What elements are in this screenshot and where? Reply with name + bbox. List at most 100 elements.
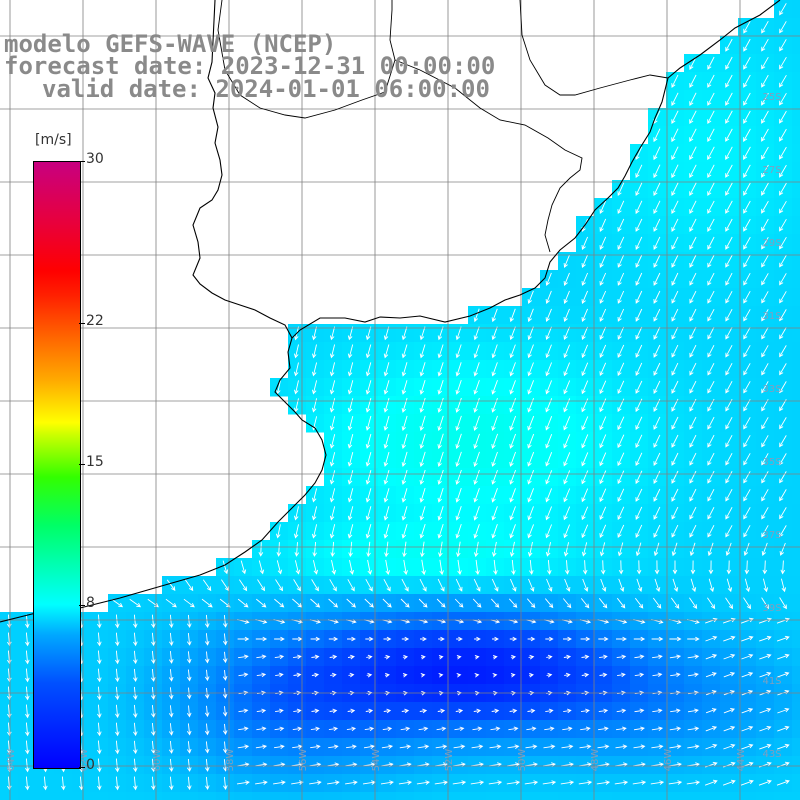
wind-arrow [420, 672, 426, 678]
wind-arrow [689, 308, 697, 322]
wind-cell [432, 792, 451, 800]
wind-arrow [743, 345, 751, 358]
wind-arrow [725, 110, 733, 124]
wind-arrow [599, 434, 607, 449]
wind-arrow [347, 506, 354, 521]
wind-arrow [509, 451, 517, 467]
wind-cell [792, 450, 800, 469]
wind-arrow [634, 597, 644, 609]
wind-arrow [204, 633, 210, 646]
wind-arrow [436, 726, 447, 732]
wind-arrow [686, 780, 701, 785]
wind-arrow [776, 635, 790, 642]
wind-arrow [382, 598, 392, 608]
wind-arrow [725, 200, 733, 214]
wind-arrow [509, 469, 517, 485]
wind-arrow [707, 326, 715, 340]
wind-cell [234, 792, 253, 800]
wind-arrow [115, 632, 120, 647]
wind-arrow [238, 654, 249, 660]
wind-cell [792, 630, 800, 649]
wind-cell [792, 522, 800, 541]
wind-arrow [689, 524, 697, 538]
wind-arrow [419, 523, 426, 539]
wind-arrow [509, 506, 516, 521]
wind-arrow [563, 542, 570, 557]
wind-arrow [383, 636, 392, 642]
wind-arrow [293, 506, 299, 521]
wind-arrow [365, 380, 372, 395]
wind-arrow [563, 708, 572, 714]
wind-cell [378, 792, 397, 800]
wind-arrow [187, 776, 192, 791]
wind-arrow [383, 578, 391, 592]
wind-arrow [759, 653, 772, 660]
wind-arrow [133, 758, 138, 773]
wind-arrow [238, 726, 249, 732]
wind-arrow [473, 344, 480, 359]
wind-arrow [634, 654, 645, 660]
wind-arrow [529, 560, 534, 575]
wind-arrow [744, 560, 750, 575]
wind-arrow [237, 598, 249, 608]
wind-arrow [329, 362, 336, 377]
wind-cell [792, 144, 800, 163]
wind-arrow [689, 110, 697, 125]
wind-arrow [779, 363, 787, 376]
wind-arrow [473, 415, 480, 431]
wind-cell [702, 792, 721, 800]
wind-arrow [402, 541, 407, 558]
wind-arrow [363, 744, 375, 750]
wind-arrow [329, 488, 336, 503]
wind-cell [486, 792, 505, 800]
wind-arrow [779, 218, 787, 232]
wind-arrow [761, 291, 769, 304]
wind-arrow [776, 779, 790, 786]
wind-arrow [419, 708, 428, 714]
wind-cell [792, 180, 800, 199]
wind-arrow [633, 636, 646, 642]
wind-arrow [707, 542, 714, 557]
wind-arrow [473, 708, 482, 714]
wind-arrow [563, 272, 570, 286]
wind-arrow [258, 542, 264, 557]
wind-arrow [725, 326, 733, 340]
wind-cell [792, 738, 800, 757]
wind-arrow [473, 578, 481, 592]
wind-arrow [455, 415, 462, 431]
coastline-uruguay-brazil [291, 0, 781, 339]
wind-arrow [652, 597, 662, 609]
wind-arrow [329, 524, 336, 539]
wind-arrow [329, 579, 337, 592]
wind-arrow [150, 668, 156, 682]
wind-cell [792, 234, 800, 253]
wind-arrow [708, 560, 714, 575]
colorbar-tick-mark [79, 161, 85, 162]
wind-arrow [689, 272, 697, 286]
wind-arrow [777, 725, 790, 732]
wind-arrow [563, 326, 571, 341]
wind-arrow [347, 362, 354, 377]
wind-cell [540, 792, 559, 800]
wind-arrow [617, 236, 625, 250]
wind-arrow [310, 598, 321, 608]
wind-arrow [419, 415, 426, 431]
wind-arrow [671, 200, 679, 215]
wind-arrow [705, 672, 717, 678]
wind-arrow [761, 38, 769, 52]
wind-arrow [599, 362, 607, 377]
wind-arrow [779, 74, 787, 88]
wind-arrow [705, 635, 718, 642]
wind-arrow [761, 453, 769, 466]
wind-arrow [633, 744, 646, 749]
wind-arrow [689, 326, 697, 340]
wind-arrow [618, 578, 625, 592]
wind-arrow [614, 780, 629, 785]
wind-arrow [204, 723, 210, 736]
wind-arrow [186, 705, 192, 718]
coastline-argentina [0, 0, 327, 623]
wind-arrow [456, 654, 462, 660]
wind-arrow [545, 524, 553, 539]
lon-label: 62W [79, 749, 90, 772]
wind-arrow [365, 362, 372, 377]
